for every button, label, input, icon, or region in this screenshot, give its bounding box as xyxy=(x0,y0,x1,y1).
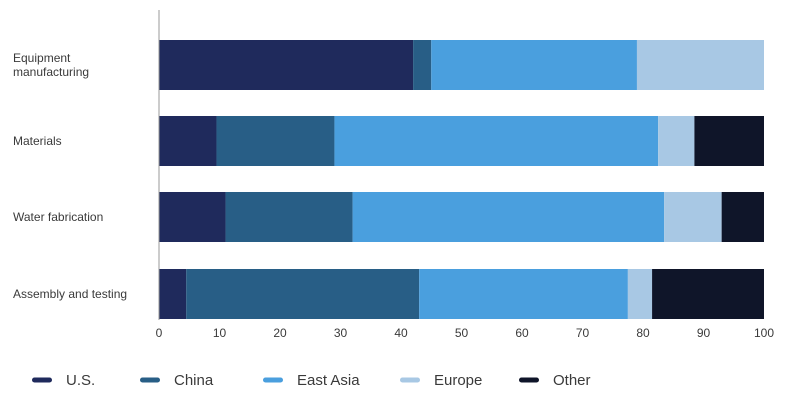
legend-item-east-asia: East Asia xyxy=(263,372,360,389)
bars-layer xyxy=(159,40,764,319)
legend-item-china: China xyxy=(140,372,214,389)
x-tick-label: 80 xyxy=(636,326,650,340)
legend-label: Other xyxy=(553,372,591,389)
bar-segment-u-s-0 xyxy=(159,40,414,90)
x-tick-label: 40 xyxy=(394,326,408,340)
bar-segment-east-asia-2 xyxy=(352,192,665,242)
bar-segment-europe-0 xyxy=(636,40,764,90)
category-label-0: Equipment manufacturing xyxy=(13,51,89,79)
bar-segment-u-s-2 xyxy=(159,192,226,242)
bar-segment-u-s-3 xyxy=(159,269,187,319)
legend-item-other: Other xyxy=(519,372,591,389)
bar-segment-europe-1 xyxy=(658,116,695,166)
legend-label: East Asia xyxy=(297,372,360,389)
legend-swatch xyxy=(32,377,52,383)
bar-segment-u-s-1 xyxy=(159,116,217,166)
x-tick-label: 20 xyxy=(273,326,287,340)
bar-segment-china-2 xyxy=(225,192,353,242)
x-tick-label: 10 xyxy=(213,326,227,340)
category-label-3: Assembly and testing xyxy=(13,287,127,301)
bar-segment-europe-2 xyxy=(664,192,722,242)
legend-swatch xyxy=(400,377,420,383)
category-label-2: Water fabrication xyxy=(13,210,103,224)
x-tick-label: 90 xyxy=(697,326,711,340)
x-tick-label: 0 xyxy=(156,326,163,340)
x-tick-label: 50 xyxy=(455,326,469,340)
legend-swatch xyxy=(263,377,283,383)
category-label-line: Assembly and testing xyxy=(13,287,127,301)
legend-label: Europe xyxy=(434,372,482,389)
bar-segment-china-0 xyxy=(413,40,432,90)
legend-item-u-s: U.S. xyxy=(32,372,95,389)
bar-segment-east-asia-0 xyxy=(431,40,637,90)
bar-segment-east-asia-1 xyxy=(334,116,659,166)
bar-segment-china-3 xyxy=(186,269,420,319)
x-tick-label: 100 xyxy=(754,326,774,340)
category-label-line: Water fabrication xyxy=(13,210,103,224)
x-axis: 0 10 20 30 40 50 60 70 80 90 100 xyxy=(156,10,774,340)
x-tick-label: 60 xyxy=(515,326,529,340)
category-label-line: manufacturing xyxy=(13,65,89,79)
bar-segment-east-asia-3 xyxy=(419,269,628,319)
bar-segment-other-2 xyxy=(721,192,764,242)
bar-segment-china-1 xyxy=(216,116,335,166)
bar-segment-europe-3 xyxy=(627,269,653,319)
legend-swatch xyxy=(140,377,160,383)
bar-segment-other-1 xyxy=(694,116,764,166)
legend-swatch xyxy=(519,377,539,383)
category-label-line: Materials xyxy=(13,134,62,148)
legend-label: China xyxy=(174,372,214,389)
legend-item-europe: Europe xyxy=(400,372,482,389)
x-tick-label: 70 xyxy=(576,326,590,340)
x-tick-label: 30 xyxy=(334,326,348,340)
bar-segment-other-3 xyxy=(652,269,764,319)
category-labels: Equipment manufacturing Materials Water fab… xyxy=(13,51,127,301)
legend-label: U.S. xyxy=(66,372,95,389)
legend: U.S. China East Asia Europe Other xyxy=(32,372,591,389)
category-label-1: Materials xyxy=(13,134,62,148)
category-label-line: Equipment xyxy=(13,51,71,65)
